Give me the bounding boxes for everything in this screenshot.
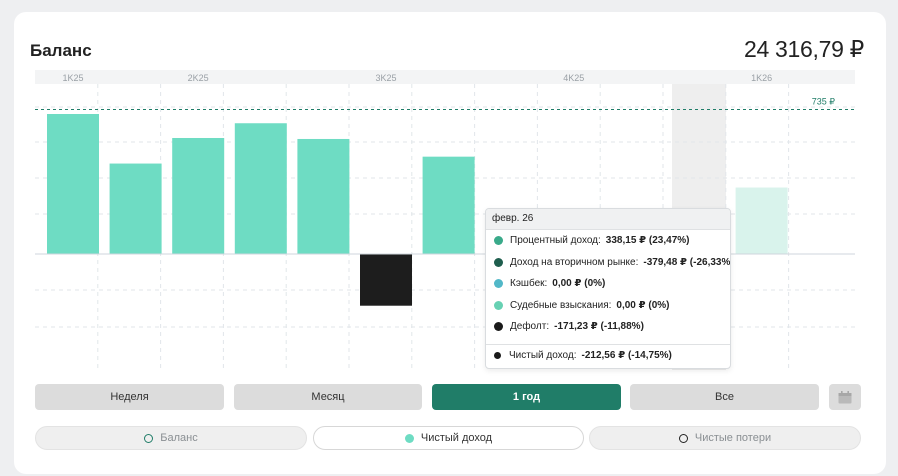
tooltip-row-default: Дефолт: -171,23 ₽ (-11,88%): [486, 316, 730, 338]
legend-label: Баланс: [160, 432, 198, 444]
net-income-marker-icon: [404, 433, 414, 443]
bar-май 25: [297, 138, 350, 254]
tooltip-row-court-recovery: Судебные взыскания: 0,00 ₽ (0%): [486, 295, 730, 317]
tooltip-row-value: -379,48 ₽ (-26,33%): [643, 256, 731, 268]
calendar-button[interactable]: [829, 384, 861, 410]
bar-март 25: [172, 137, 225, 254]
net-income-dot-icon: [494, 352, 501, 359]
legend-net-income-toggle[interactable]: Чистый доход: [313, 426, 584, 450]
tooltip-row-value: 0,00 ₽ (0%): [616, 299, 670, 311]
period-week-button[interactable]: Неделя: [35, 384, 224, 410]
bar-июль 25: [422, 156, 475, 254]
quarter-tick-label: 3K25: [375, 73, 396, 83]
legend-label: Чистые потери: [694, 432, 772, 444]
tooltip-total-label: Чистый доход:: [509, 350, 577, 361]
chart-tooltip: февр. 26 Процентный доход: 338,15 ₽ (23,…: [485, 208, 731, 369]
reference-label: 735 ₽: [812, 96, 836, 106]
tooltip-row-cashback: Кэшбек: 0,00 ₽ (0%): [486, 273, 730, 295]
quarter-axis-band: [35, 70, 855, 84]
tooltip-row-label: Процентный доход:: [510, 235, 601, 247]
income-chart-svg: 735 ₽ 1K25 2K25 3K25 4K25 1K26: [35, 70, 855, 370]
quarter-tick-label: 2K25: [188, 73, 209, 83]
legend-label: Чистый доход: [420, 432, 493, 444]
net-losses-marker-icon: [678, 433, 688, 443]
calendar-icon: [838, 390, 852, 403]
period-all-button[interactable]: Все: [630, 384, 819, 410]
income-chart[interactable]: 735 ₽ 1K25 2K25 3K25 4K25 1K26: [35, 70, 855, 370]
tooltip-row-value: 0,00 ₽ (0%): [552, 278, 606, 290]
tooltip-row-secondary-market: Доход на вторичном рынке: -379,48 ₽ (-26…: [486, 252, 730, 274]
period-year-button[interactable]: 1 год: [432, 384, 621, 410]
default-dot-icon: [494, 322, 503, 332]
quarter-tick-label: 1K25: [62, 73, 83, 83]
card-title: Баланс: [30, 41, 92, 60]
tooltip-date: февр. 26: [486, 209, 730, 230]
quarter-tick-label: 4K25: [563, 73, 584, 83]
bar-апр. 25: [234, 123, 287, 254]
legend-net-losses-toggle[interactable]: Чистые потери: [589, 426, 861, 450]
bar-янв. 25: [47, 114, 99, 254]
secondary-market-dot-icon: [494, 257, 503, 267]
balance-marker-icon: [144, 433, 154, 443]
period-month-button[interactable]: Месяц: [234, 384, 422, 410]
interest-dot-icon: [494, 236, 503, 246]
tooltip-row-label: Кэшбек:: [510, 278, 548, 290]
tooltip-total: Чистый доход: -212,56 ₽ (-14,75%): [486, 345, 730, 367]
bar-февр. 25: [109, 163, 162, 254]
tooltip-row-value: -171,23 ₽ (-11,88%): [554, 321, 644, 333]
tooltip-total-value: -212,56 ₽ (-14,75%): [581, 350, 672, 361]
tooltip-row-label: Дефолт:: [510, 321, 550, 333]
tooltip-row-label: Судебные взыскания:: [510, 299, 612, 311]
tooltip-row-interest: Процентный доход: 338,15 ₽ (23,47%): [486, 230, 730, 252]
tooltip-divider: [486, 343, 730, 345]
balance-amount: 24 316,79 ₽: [743, 36, 864, 62]
tooltip-row-label: Доход на вторичном рынке:: [510, 256, 639, 268]
quarter-tick-label: 1K26: [751, 73, 772, 83]
cashback-dot-icon: [494, 279, 503, 289]
tooltip-row-value: 338,15 ₽ (23,47%): [605, 235, 690, 247]
bar-февр. 26: [735, 187, 788, 254]
bar-июнь 25: [360, 254, 412, 306]
legend-balance-toggle[interactable]: Баланс: [35, 426, 307, 450]
court-recovery-dot-icon: [494, 300, 503, 310]
